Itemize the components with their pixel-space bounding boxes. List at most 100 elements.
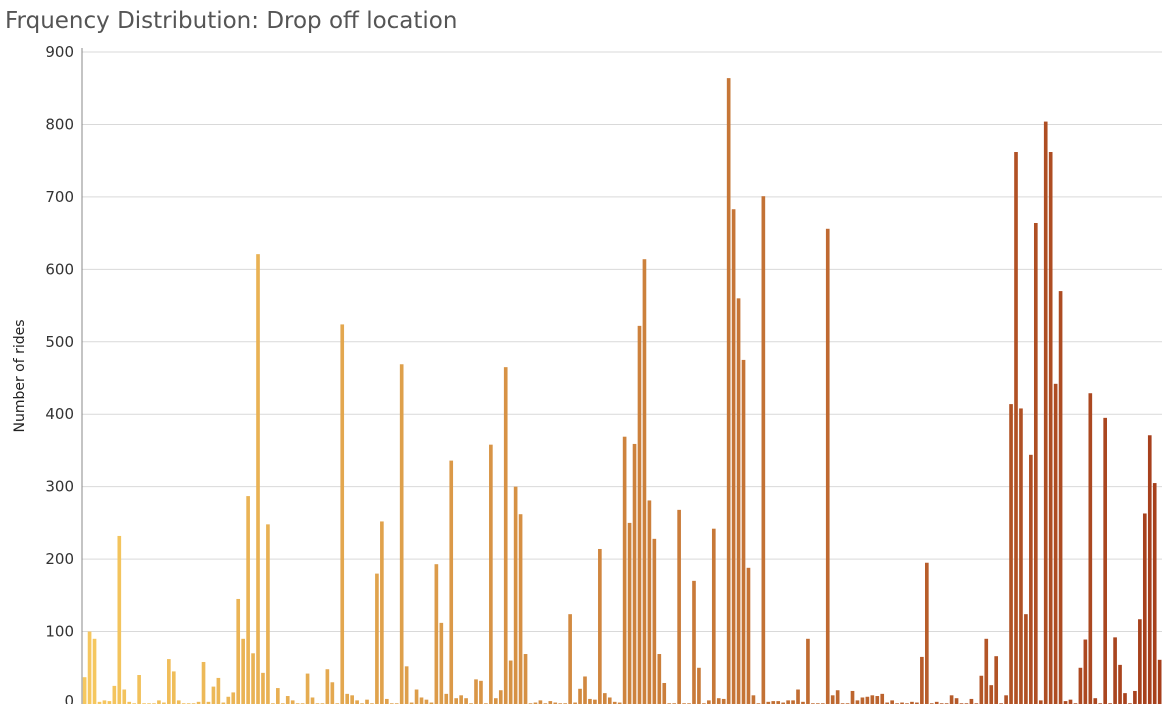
bar: [1009, 404, 1013, 704]
bar: [1123, 693, 1127, 704]
bar: [171, 671, 176, 704]
bar: [751, 695, 756, 704]
bar: [697, 667, 701, 704]
bar: [880, 693, 885, 704]
bar: [934, 701, 939, 704]
bar: [835, 690, 840, 704]
bar: [677, 509, 681, 704]
bar: [617, 702, 622, 704]
bar: [439, 622, 444, 704]
bar: [1068, 699, 1073, 704]
bar: [385, 698, 389, 704]
bar: [310, 697, 315, 704]
bar: [969, 698, 974, 704]
bar: [1024, 614, 1028, 704]
y-tick-label: 300: [45, 478, 74, 496]
bar: [588, 698, 592, 704]
y-axis-label: Number of rides: [12, 319, 28, 432]
y-tick-label: 100: [45, 623, 74, 641]
bar: [761, 196, 766, 704]
bar: [612, 701, 617, 704]
bar: [830, 695, 835, 704]
bar: [1093, 698, 1098, 704]
bar: [241, 638, 245, 704]
bar: [1133, 690, 1137, 704]
bar: [290, 700, 295, 704]
bar: [791, 700, 795, 704]
bar: [196, 701, 201, 704]
bar: [642, 259, 647, 704]
bar: [266, 524, 270, 704]
y-tick-label: 0: [64, 692, 74, 704]
bar: [602, 693, 607, 704]
bar: [583, 676, 587, 704]
y-tick-label: 800: [45, 115, 74, 133]
bar: [915, 702, 919, 704]
bar: [1029, 454, 1033, 704]
bar: [479, 680, 483, 704]
bar: [1088, 393, 1093, 704]
bar: [568, 614, 572, 704]
bar: [860, 697, 865, 704]
bar: [1019, 408, 1023, 704]
bar: [647, 500, 652, 704]
bar: [954, 698, 959, 704]
bar: [989, 685, 994, 704]
bar: [736, 298, 741, 704]
bar: [345, 693, 350, 704]
bar: [429, 702, 434, 704]
bar: [380, 521, 384, 704]
bar: [607, 697, 612, 704]
bar: [1083, 639, 1088, 704]
bar: [1053, 383, 1058, 704]
bar: [984, 638, 989, 704]
bar: [162, 702, 166, 704]
bar: [201, 661, 206, 704]
bar: [1138, 619, 1142, 704]
bar: [434, 564, 439, 704]
bar: [721, 698, 726, 704]
bar: [652, 538, 657, 704]
bar: [375, 573, 379, 704]
bar: [474, 679, 478, 704]
bar: [102, 700, 107, 704]
bar: [1043, 121, 1048, 704]
bar: [786, 700, 790, 704]
bar: [523, 654, 528, 704]
bar: [707, 700, 711, 704]
bar: [1078, 667, 1083, 704]
bar: [994, 656, 999, 704]
bar: [251, 653, 255, 704]
bar: [1142, 513, 1147, 704]
bar: [870, 695, 875, 704]
bar: [330, 682, 335, 704]
bar: [885, 702, 890, 704]
bar: [553, 702, 558, 704]
gridlines: [82, 51, 1162, 633]
bar: [865, 696, 870, 704]
bar: [127, 701, 132, 704]
bar: [637, 325, 642, 704]
bar: [513, 486, 518, 704]
bar: [489, 444, 493, 704]
y-tick-label: 700: [45, 188, 74, 206]
bar: [825, 228, 830, 704]
bar: [444, 693, 449, 704]
bar: [1033, 223, 1038, 704]
bar: [1147, 435, 1152, 704]
bar: [112, 685, 117, 704]
bar: [657, 654, 662, 704]
bar: [979, 675, 984, 704]
y-axis-ticks: 900 800 700 600 500 400 300 200 100 0: [45, 43, 74, 704]
bar: [493, 698, 498, 704]
bar: [1014, 152, 1018, 704]
bar: [464, 698, 468, 704]
bar: [1103, 417, 1107, 704]
bar: [216, 677, 221, 704]
bars: [82, 78, 1162, 704]
bar: [137, 675, 141, 704]
chart-title: Frquency Distribution: Drop off location: [5, 8, 458, 34]
bar: [454, 698, 459, 704]
y-tick-label: 500: [45, 333, 74, 351]
bar: [305, 673, 310, 704]
